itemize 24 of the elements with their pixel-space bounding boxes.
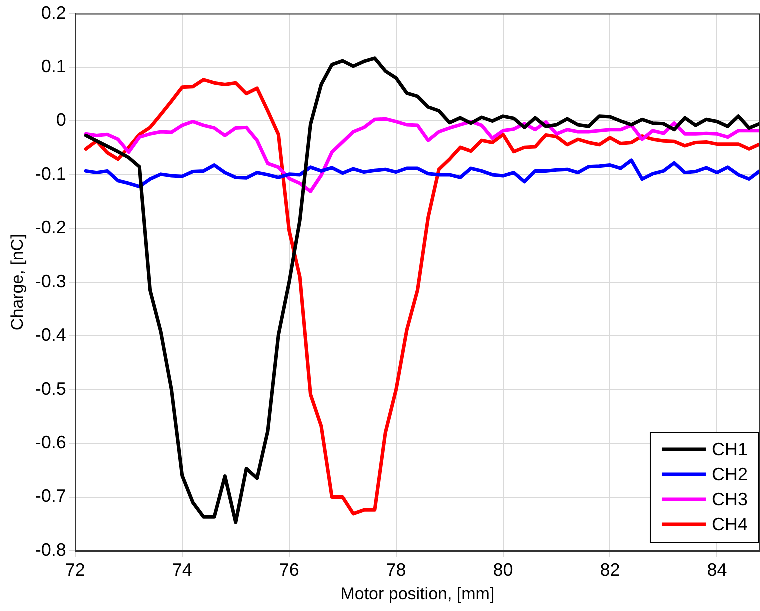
x-tick-label: 72	[65, 560, 86, 580]
y-tick-label: -0.2	[35, 218, 66, 238]
y-axis-title: Charge, [nC]	[8, 234, 27, 331]
x-tick-label: 76	[279, 560, 300, 580]
legend-label: CH4	[712, 514, 748, 534]
y-tick-label: -0.3	[35, 271, 66, 292]
y-tick-label: -0.1	[35, 164, 66, 184]
y-tick-label: 0.1	[41, 56, 66, 76]
x-tick-label: 80	[493, 560, 514, 580]
y-tick-label: -0.6	[35, 432, 66, 453]
legend-label: CH2	[712, 464, 748, 484]
y-tick-label: -0.5	[35, 378, 66, 399]
y-tick-label: 0	[56, 110, 66, 130]
legend-label: CH3	[712, 489, 748, 510]
legend-label: CH1	[712, 439, 748, 460]
y-tick-label: -0.7	[35, 486, 66, 506]
x-tick-label: 74	[172, 560, 192, 580]
x-axis-title: Motor position, [mm]	[340, 584, 495, 604]
y-tick-label: -0.8	[35, 540, 66, 560]
x-tick-label: 84	[707, 560, 728, 580]
x-tick-label: 82	[600, 560, 620, 580]
y-tick-label: 0.2	[41, 2, 66, 23]
x-tick-label: 78	[386, 560, 406, 580]
y-tick-label: -0.4	[35, 325, 66, 346]
